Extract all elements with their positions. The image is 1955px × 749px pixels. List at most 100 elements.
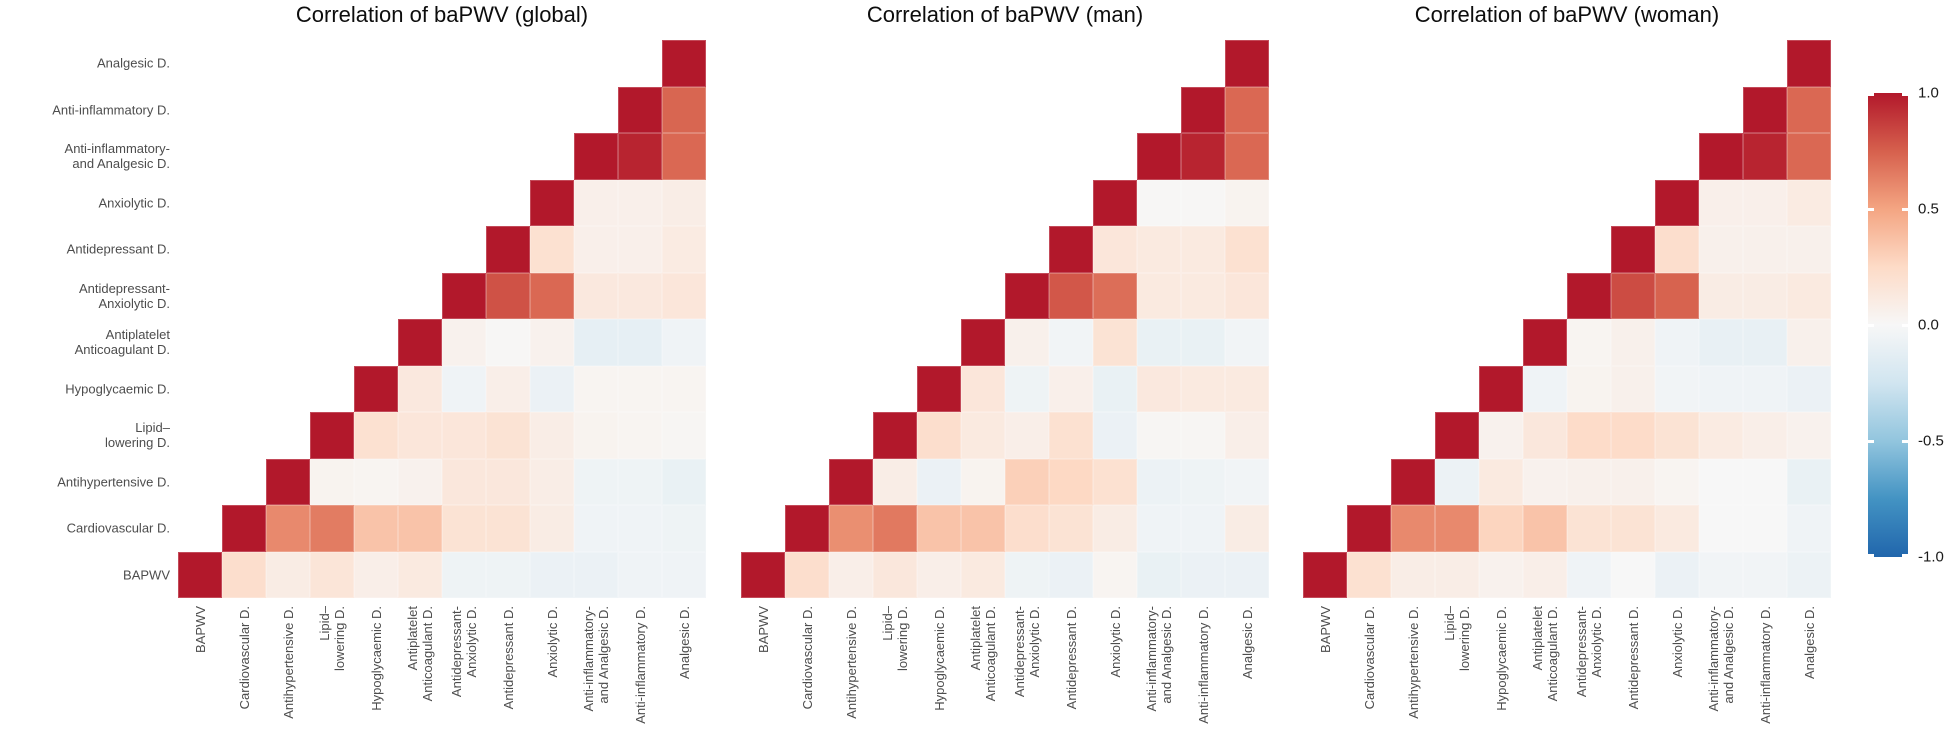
corr-cell [1391, 505, 1435, 552]
corr-cell [1611, 412, 1655, 459]
x-axis-label: Anti-inflammatory- [1144, 606, 1159, 712]
corr-cell [1523, 412, 1567, 459]
colorbar [1868, 93, 1908, 557]
corr-cell [1137, 133, 1181, 180]
corr-cell [1743, 366, 1787, 412]
corr-cell [398, 505, 442, 552]
corr-cell [961, 412, 1005, 459]
corr-cell [1137, 273, 1181, 319]
corr-cell [1611, 505, 1655, 552]
corr-cell [1655, 180, 1699, 226]
corr-cell [1567, 505, 1611, 552]
corr-cell [961, 366, 1005, 412]
corr-cell [530, 319, 574, 366]
corr-cell [1093, 180, 1137, 226]
corr-cell [1787, 459, 1831, 505]
x-axis-label: Antiplatelet [968, 606, 983, 671]
corr-cell [1699, 319, 1743, 366]
corr-cell [266, 459, 310, 505]
x-axis-label: Lipid– [1442, 606, 1457, 641]
x-axis-label: Anticoagulant D. [983, 606, 998, 702]
corr-cell [1787, 40, 1831, 87]
corr-cell [1743, 133, 1787, 180]
corr-cell [873, 412, 917, 459]
x-axis-label: and Analgesic D. [1159, 606, 1174, 704]
corr-cell [662, 505, 706, 552]
corr-cell [618, 226, 662, 273]
colorbar-tick-label: -0.5 [1918, 432, 1944, 450]
corr-cell [1181, 226, 1225, 273]
corr-cell [1479, 459, 1523, 505]
corr-cell [1699, 505, 1743, 552]
corr-cell [354, 552, 398, 598]
corr-cell [486, 319, 530, 366]
corr-cell [1523, 319, 1567, 366]
x-axis-label: and Analgesic D. [1721, 606, 1736, 704]
x-axis-label: Antihypertensive D. [280, 606, 296, 719]
x-axis-label: Antiplatelet [405, 606, 420, 671]
x-axis-label: Anxiolytic D. [1589, 606, 1604, 678]
corr-cell [442, 412, 486, 459]
corr-cell [574, 552, 618, 598]
corr-cell [530, 505, 574, 552]
corr-cell [1181, 319, 1225, 366]
heatmap-panel-global [178, 40, 706, 598]
y-axis-label: Anxiolytic D. [98, 195, 170, 211]
corr-cell [1225, 273, 1269, 319]
y-axis-label: Analgesic D. [97, 55, 170, 71]
corr-cell [1655, 552, 1699, 598]
corr-cell [618, 133, 662, 180]
corr-cell [1005, 319, 1049, 366]
x-axis-label: Analgesic D. [1239, 606, 1255, 679]
corr-cell [1093, 459, 1137, 505]
corr-cell [1137, 552, 1181, 598]
corr-cell [1787, 180, 1831, 226]
corr-cell [442, 319, 486, 366]
corr-cell [618, 459, 662, 505]
colorbar-tick [1902, 554, 1908, 557]
corr-cell [1391, 552, 1435, 598]
corr-cell [1655, 319, 1699, 366]
corr-cell [1567, 366, 1611, 412]
corr-cell [1391, 459, 1435, 505]
corr-cell [1479, 412, 1523, 459]
corr-cell [442, 366, 486, 412]
corr-cell [1435, 412, 1479, 459]
corr-cell [310, 505, 354, 552]
corr-cell [1093, 273, 1137, 319]
corr-cell [1699, 133, 1743, 180]
corr-cell [486, 226, 530, 273]
corr-cell [662, 40, 706, 87]
corr-cell [530, 180, 574, 226]
corr-cell [1787, 87, 1831, 133]
colorbar-tick-label: 0.0 [1918, 316, 1939, 334]
colorbar-tick [1868, 207, 1874, 211]
corr-cell [1225, 40, 1269, 87]
corr-cell [1479, 505, 1523, 552]
corr-cell [1787, 273, 1831, 319]
corr-cell [1435, 505, 1479, 552]
corr-cell [1611, 552, 1655, 598]
corr-cell [222, 505, 266, 552]
corr-cell [785, 552, 829, 598]
corr-cell [873, 505, 917, 552]
corr-cell [1699, 180, 1743, 226]
corr-cell [1181, 412, 1225, 459]
corr-cell [1435, 459, 1479, 505]
corr-cell [1523, 459, 1567, 505]
corr-cell [1137, 505, 1181, 552]
corr-cell [530, 552, 574, 598]
corr-cell [1567, 412, 1611, 459]
corr-cell [1699, 412, 1743, 459]
x-axis-label: Anticoagulant D. [1545, 606, 1560, 702]
corr-cell [530, 226, 574, 273]
corr-cell [618, 87, 662, 133]
corr-cell [618, 366, 662, 412]
x-axis-label: Antidepressant- [1012, 606, 1027, 698]
corr-cell [354, 366, 398, 412]
corr-cell [1787, 133, 1831, 180]
corr-cell [1005, 412, 1049, 459]
corr-cell [310, 459, 354, 505]
corr-cell [961, 552, 1005, 598]
corr-cell [662, 273, 706, 319]
